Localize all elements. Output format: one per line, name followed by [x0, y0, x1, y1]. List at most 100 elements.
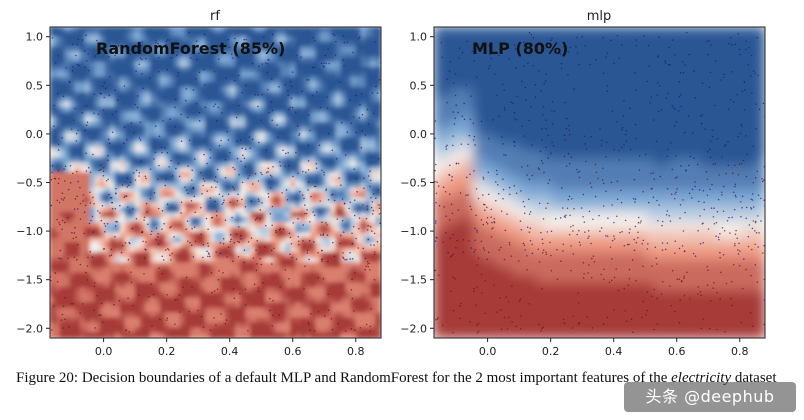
mlp-data-point: [597, 177, 599, 180]
rf-data-point: [365, 323, 368, 326]
rf-data-point: [313, 185, 316, 188]
rf-data-point: [85, 170, 88, 172]
rf-data-point: [365, 217, 368, 220]
rf-data-point: [363, 187, 365, 190]
rf-data-point: [292, 222, 294, 224]
mlp-data-point: [521, 125, 523, 127]
mlp-data-point: [486, 206, 488, 209]
mlp-data-point: [720, 271, 722, 274]
rf-data-point: [237, 105, 240, 107]
rf-data-point: [77, 208, 79, 210]
mlp-data-point: [631, 259, 634, 261]
rf-data-point: [296, 54, 298, 57]
mlp-data-point: [666, 187, 669, 190]
rf-data-point: [205, 217, 208, 220]
rf-data-point: [320, 62, 323, 64]
rf-data-point: [61, 219, 64, 222]
mlp-data-point: [544, 80, 547, 82]
mlp-data-point: [751, 227, 754, 230]
rf-data-point: [338, 81, 341, 84]
mlp-data-point: [545, 251, 547, 253]
rf-data-point: [170, 225, 172, 228]
rf-data-point: [157, 42, 159, 45]
mlp-data-point: [540, 159, 543, 162]
rf-data-point: [178, 294, 181, 296]
mlp-data-point: [703, 201, 705, 203]
mlp-data-point: [739, 53, 741, 56]
mlp-data-point: [671, 39, 674, 41]
mlp-data-point: [584, 143, 586, 145]
rf-data-point: [379, 222, 381, 225]
rf-data-point: [56, 199, 59, 202]
rf-data-point: [257, 290, 260, 292]
rf-data-point: [124, 195, 126, 197]
rf-data-point: [86, 121, 89, 124]
mlp-data-point: [500, 309, 502, 311]
mlp-data-point: [514, 118, 516, 120]
rf-data-point: [222, 238, 225, 240]
rf-data-point: [304, 204, 306, 206]
rf-data-point: [202, 184, 204, 187]
rf-data-point: [281, 192, 283, 194]
rf-y-tick-label: −1.0: [16, 225, 43, 238]
mlp-data-point: [666, 210, 669, 212]
mlp-data-point: [626, 243, 629, 246]
mlp-data-point: [541, 138, 543, 141]
rf-data-point: [326, 107, 329, 109]
rf-data-point: [103, 81, 106, 84]
mlp-data-point: [691, 197, 693, 199]
mlp-data-point: [570, 156, 573, 159]
mlp-data-point: [752, 70, 755, 73]
mlp-data-point: [679, 72, 682, 74]
mlp-data-point: [672, 106, 675, 109]
rf-data-point: [193, 226, 196, 228]
mlp-data-point: [709, 299, 712, 302]
mlp-data-point: [487, 171, 490, 174]
mlp-data-point: [760, 220, 762, 222]
mlp-data-point: [613, 238, 616, 240]
mlp-data-point: [520, 190, 522, 192]
mlp-data-point: [705, 170, 708, 173]
rf-data-point: [287, 108, 290, 111]
mlp-data-point: [472, 122, 475, 124]
rf-data-point: [327, 48, 329, 51]
mlp-data-point: [473, 290, 475, 292]
mlp-data-point: [458, 57, 460, 59]
rf-data-point: [161, 272, 164, 275]
mlp-data-point: [644, 153, 647, 156]
rf-data-point: [174, 126, 176, 128]
rf-data-point: [159, 318, 161, 321]
mlp-data-point: [683, 277, 685, 279]
mlp-data-point: [461, 52, 464, 54]
rf-data-point: [115, 111, 117, 113]
mlp-data-point: [445, 231, 447, 234]
rf-data-point: [239, 292, 241, 295]
mlp-data-point: [729, 37, 732, 39]
mlp-data-point: [670, 193, 673, 196]
rf-data-point: [316, 91, 318, 93]
mlp-data-point: [653, 178, 656, 180]
mlp-data-point: [552, 145, 555, 147]
mlp-data-point: [497, 192, 500, 195]
rf-data-point: [127, 297, 129, 299]
rf-annotation: RandomForest (85%): [96, 39, 285, 58]
mlp-data-point: [650, 96, 653, 98]
rf-data-point: [342, 257, 345, 260]
mlp-panel: mlp 0.0 0.2 0.4 0.6 0.81.00.50.0−0.5−1.0−1.5…: [400, 9, 766, 358]
mlp-data-point: [493, 221, 496, 224]
rf-data-point: [227, 246, 230, 249]
mlp-data-point: [577, 323, 580, 325]
rf-data-point: [373, 112, 375, 115]
mlp-data-point: [746, 153, 749, 156]
rf-data-point: [269, 309, 271, 312]
rf-data-point: [108, 255, 111, 257]
mlp-data-point: [511, 285, 513, 287]
rf-data-point: [162, 120, 164, 122]
rf-data-point: [350, 122, 352, 124]
mlp-data-point: [719, 233, 721, 235]
mlp-data-point: [492, 227, 494, 229]
rf-data-point: [247, 177, 249, 180]
rf-data-point: [64, 318, 66, 320]
mlp-data-point: [562, 54, 564, 56]
rf-data-point: [289, 106, 291, 109]
